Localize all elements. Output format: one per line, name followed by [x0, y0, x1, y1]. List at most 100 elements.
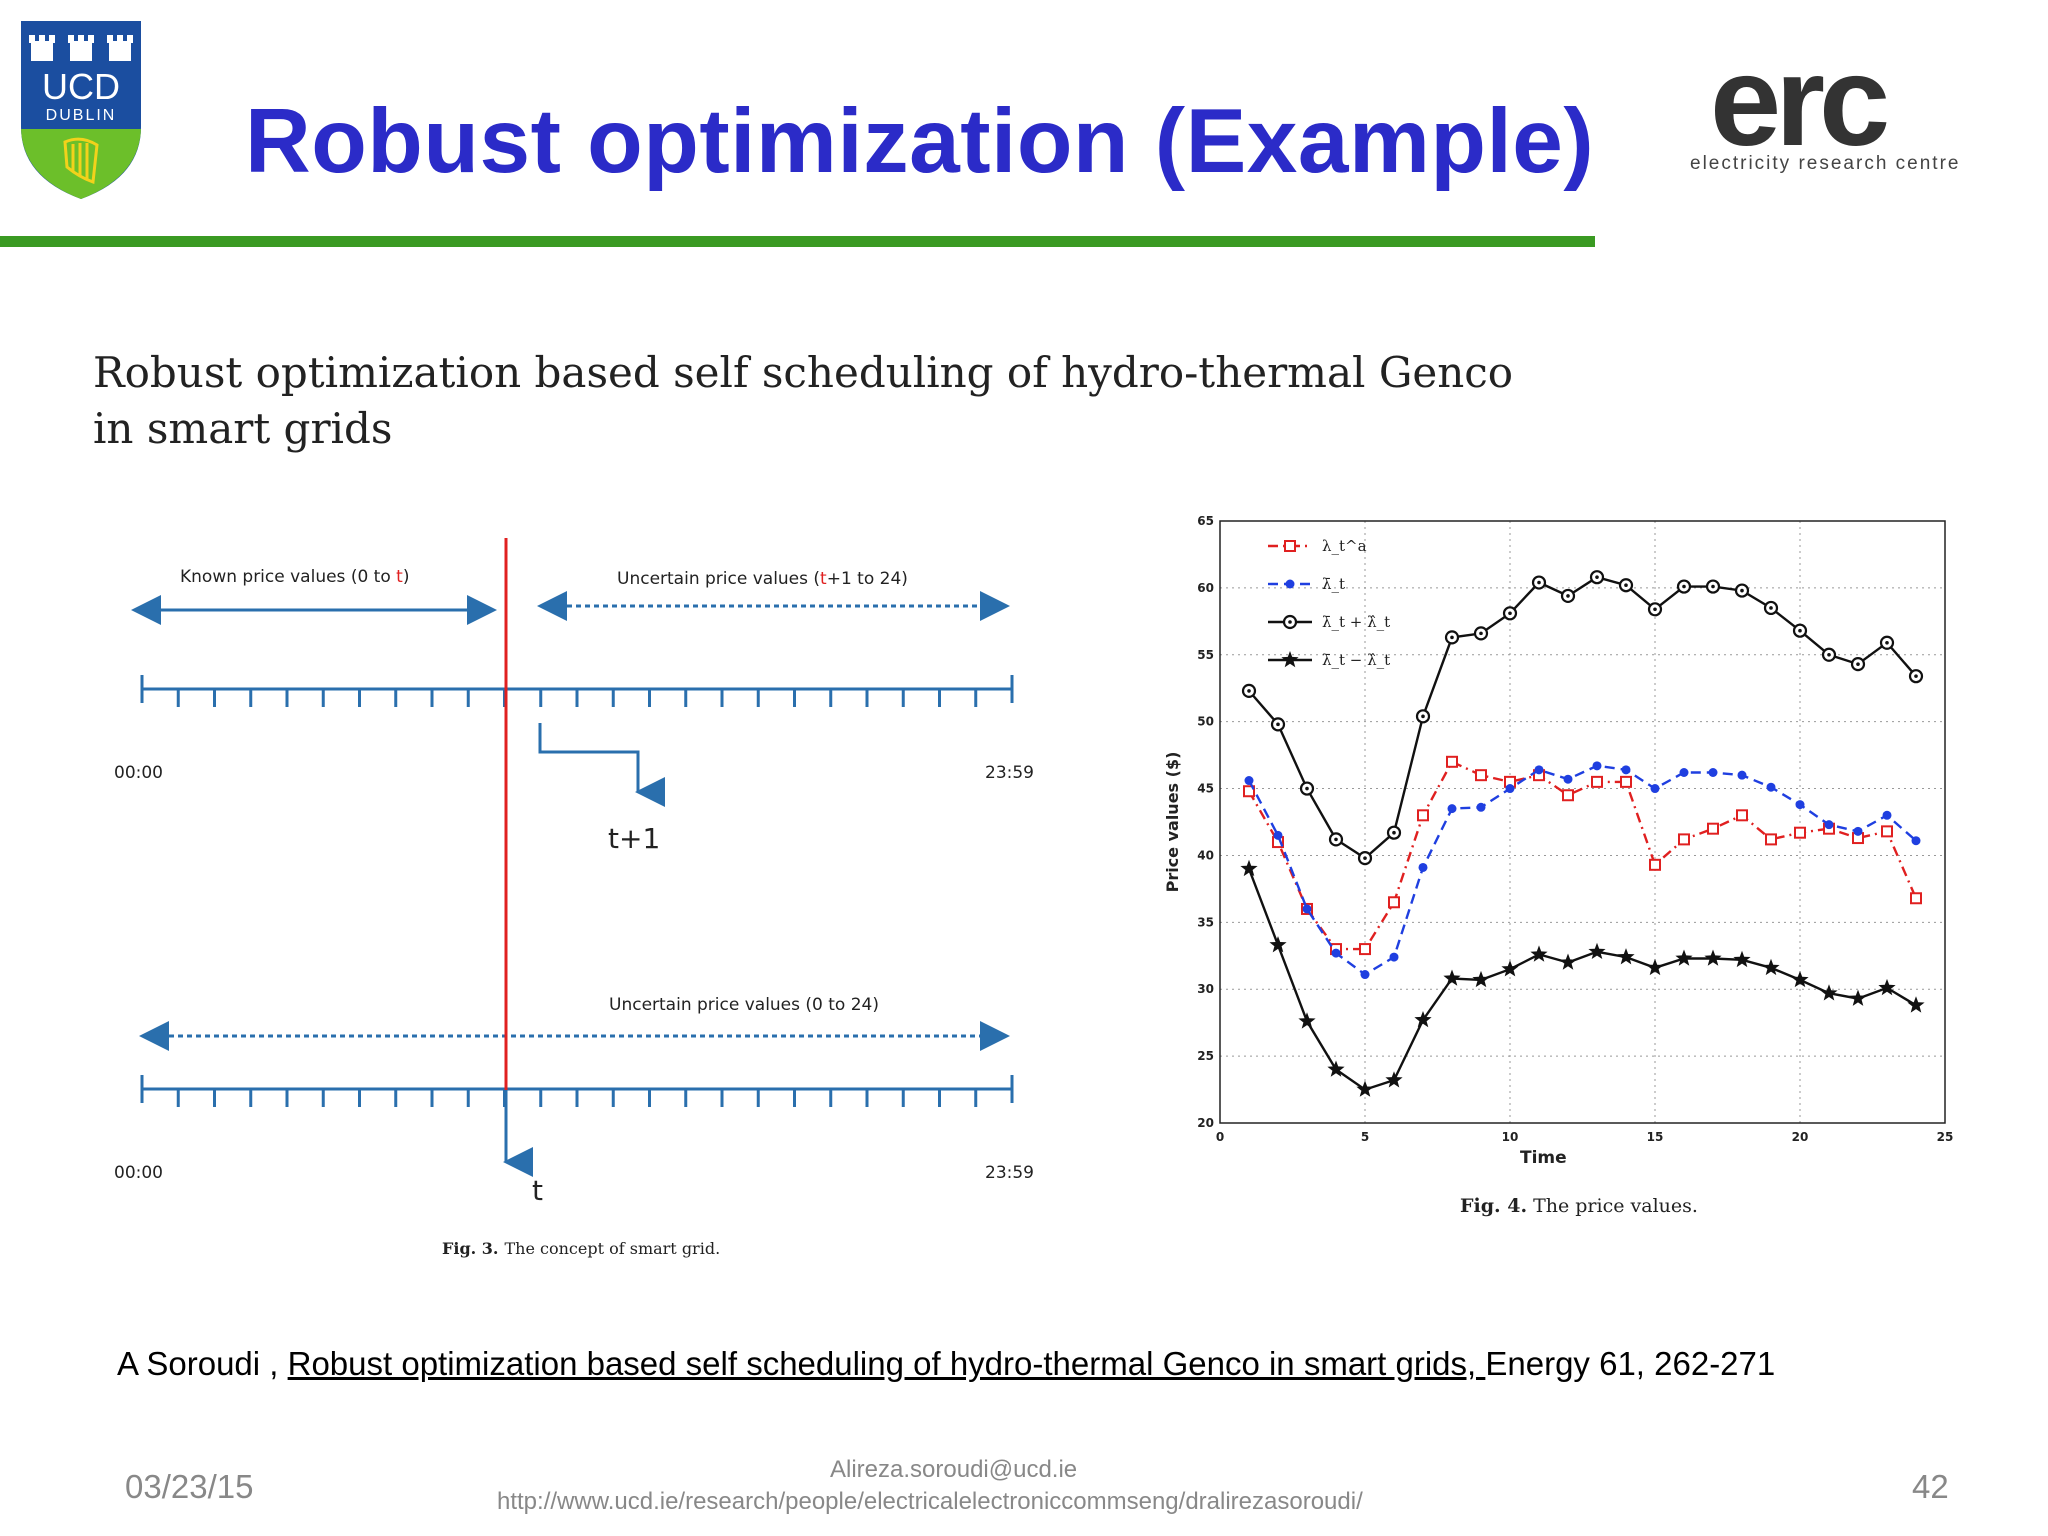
chart-x-tick-label: 0 — [1216, 1130, 1224, 1144]
chart-point-center — [1537, 580, 1541, 585]
chart-point — [1733, 950, 1751, 968]
chart-series-0 — [1243, 755, 1922, 956]
chart-ticks: 0 5 10 15 20 25 20 25 30 35 40 45 50 55 60 65 — [1197, 514, 1953, 1144]
figure-4-price-chart: 0 5 10 15 20 25 20 25 30 35 40 45 50 55 60 65 λ_t^a λ̄_t… — [1163, 514, 1953, 1217]
chart-point — [1849, 989, 1867, 1006]
chart-point — [1708, 768, 1718, 778]
chart-point — [1794, 826, 1806, 839]
footer-email[interactable]: Alireza.soroudi@ucd.ie — [830, 1456, 1078, 1483]
chart-point-center — [1276, 722, 1280, 727]
chart-point-center — [1450, 635, 1454, 640]
paper-title-line2: in smart grids — [93, 404, 393, 453]
chart-point — [1766, 782, 1776, 792]
chart-point — [1360, 970, 1370, 980]
chart-series-line — [1247, 764, 1917, 976]
chart-point — [1910, 892, 1922, 905]
reference-link[interactable]: Robust optimization based self schedulin… — [287, 1345, 1486, 1382]
chart-point — [1530, 945, 1548, 962]
chart-point — [1475, 769, 1487, 782]
chart-point — [1240, 859, 1258, 877]
legend-label: λ̄_t + λ̂_t — [1322, 613, 1390, 631]
chart-point — [1620, 775, 1632, 788]
chart-point — [1417, 809, 1429, 822]
chart-point — [1882, 810, 1892, 820]
chart-point-center — [1595, 575, 1599, 579]
chart-x-tick-label: 5 — [1361, 1130, 1369, 1144]
chart-point — [1563, 774, 1573, 784]
chart-y-tick-label: 20 — [1197, 1116, 1214, 1130]
chart-point — [1327, 1060, 1345, 1077]
svg-text:UCD: UCD — [42, 66, 120, 107]
chart-point — [1418, 862, 1428, 872]
title-divider — [0, 236, 1595, 247]
chart-point-center — [1914, 674, 1918, 678]
next-step-arrow — [538, 723, 665, 807]
timeline-bottom-end: 23:59 — [985, 1163, 1034, 1183]
paper-title: Robust optimization based self schedulin… — [93, 345, 1543, 457]
chart-point — [1356, 1080, 1374, 1097]
chart-point — [1704, 949, 1722, 966]
chart-point — [1646, 958, 1664, 976]
chart-point-center — [1682, 584, 1686, 589]
chart-y-tick-label: 55 — [1197, 648, 1214, 662]
next-step-label: t+1 — [608, 822, 660, 855]
legend-label: λ̄_t − λ̂_t — [1322, 651, 1390, 669]
chart-x-tick-label: 10 — [1502, 1130, 1519, 1144]
chart-point — [1389, 952, 1399, 962]
chart-point-center — [1885, 640, 1889, 645]
chart-point — [1621, 765, 1631, 775]
chart-point-center — [1798, 628, 1802, 633]
uncertain-future-label: Uncertain price values (t+1 to 24) — [617, 569, 908, 589]
erc-logo-subtitle: electricity research centre — [1690, 153, 1961, 174]
slide-title: Robust optimization (Example) — [245, 91, 1595, 192]
chart-point — [1302, 904, 1312, 914]
chart-point — [1820, 984, 1838, 1001]
chart-point — [1285, 579, 1295, 589]
chart-y-tick-label: 40 — [1197, 848, 1214, 862]
chart-series-2 — [1241, 570, 1924, 866]
chart-series-1 — [1244, 761, 1921, 980]
chart-y-tick-label: 45 — [1197, 782, 1214, 796]
chart-point — [1791, 970, 1809, 988]
chart-point — [1592, 761, 1602, 771]
timeline-top-start: 00:00 — [114, 763, 163, 783]
figure-4-caption: Fig. 4. The price values. — [1460, 1195, 1698, 1217]
chart-point — [1649, 858, 1661, 871]
chart-point — [1737, 770, 1747, 780]
erc-logo-word: erc — [1710, 30, 1890, 173]
chart-point-center — [1334, 837, 1338, 842]
footer-url[interactable]: http://www.ucd.ie/research/people/electr… — [497, 1488, 1363, 1515]
chart-x-tick-label: 15 — [1647, 1130, 1664, 1144]
chart-point — [1269, 936, 1287, 953]
chart-point — [1298, 1012, 1316, 1029]
chart-plot-area — [1219, 520, 1946, 1124]
chart-point — [1414, 1011, 1432, 1028]
chart-point-center — [1711, 584, 1715, 589]
chart-point — [1243, 785, 1255, 798]
figure-3-smart-grid-concept: Known price values (0 to t) Uncertain pr… — [114, 538, 1034, 1258]
chart-point — [1447, 804, 1457, 814]
uncertain-all-label: Uncertain price values (0 to 24) — [609, 995, 879, 1015]
chart-point-center — [1305, 786, 1309, 791]
chart-point — [1591, 775, 1603, 788]
chart-point — [1446, 755, 1458, 768]
svg-text:DUBLIN: DUBLIN — [46, 107, 117, 124]
chart-point-center — [1740, 588, 1744, 593]
chart-point — [1907, 996, 1925, 1013]
chart-y-tick-label: 65 — [1197, 514, 1214, 528]
chart-point — [1443, 969, 1461, 986]
legend-label: λ̄_t — [1322, 575, 1345, 593]
chart-point — [1765, 833, 1777, 846]
figure-3-caption: Fig. 3. The concept of smart grid. — [442, 1239, 720, 1258]
chart-point — [1736, 809, 1748, 822]
paper-title-line1: Robust optimization based self schedulin… — [93, 348, 1514, 397]
chart-point-center — [1827, 652, 1831, 657]
chart-point — [1359, 943, 1371, 956]
chart-y-tick-label: 25 — [1197, 1049, 1214, 1063]
chart-point-center — [1856, 662, 1860, 666]
chart-point — [1678, 833, 1690, 846]
chart-point-center — [1566, 594, 1570, 598]
timeline-top-end: 23:59 — [985, 763, 1034, 783]
chart-point-center — [1479, 631, 1483, 636]
timeline-top — [140, 675, 1014, 707]
